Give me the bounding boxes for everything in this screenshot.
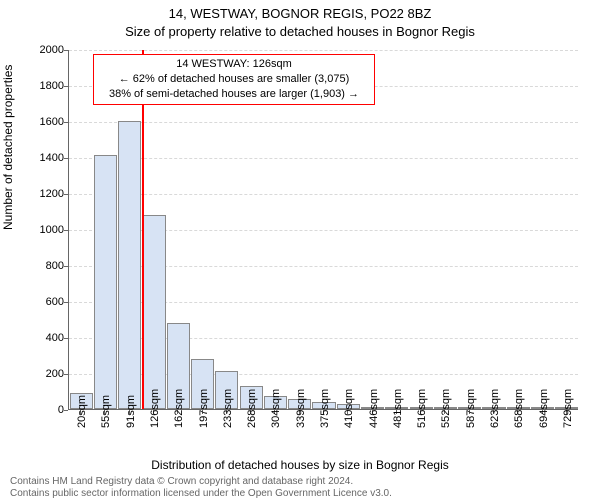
y-tick-mark	[64, 122, 68, 123]
x-tick-label: 587sqm	[465, 424, 477, 428]
annotation-box: 14 WESTWAY: 126sqm← 62% of detached hous…	[93, 54, 375, 105]
gridline	[69, 158, 578, 159]
y-tick-label: 1800	[24, 80, 64, 92]
y-tick-mark	[64, 50, 68, 51]
x-tick-label: 729sqm	[562, 424, 574, 428]
annotation-line-0: 14 WESTWAY: 126sqm	[100, 57, 368, 72]
x-tick-label: 481sqm	[392, 424, 404, 428]
x-tick-label: 268sqm	[246, 424, 258, 428]
x-tick-label: 375sqm	[319, 424, 331, 428]
y-tick-label: 0	[24, 404, 64, 416]
bar	[118, 121, 141, 409]
x-tick-label: 55sqm	[100, 424, 112, 428]
y-tick-label: 1600	[24, 116, 64, 128]
plot-area: 14 WESTWAY: 126sqm← 62% of detached hous…	[68, 50, 578, 410]
y-tick-label: 1400	[24, 152, 64, 164]
y-tick-mark	[64, 302, 68, 303]
y-tick-label: 600	[24, 296, 64, 308]
y-tick-label: 400	[24, 332, 64, 344]
annotation-line-2: 38% of semi-detached houses are larger (…	[100, 87, 368, 102]
y-tick-mark	[64, 230, 68, 231]
y-tick-label: 2000	[24, 44, 64, 56]
x-tick-label: 516sqm	[416, 424, 428, 428]
y-tick-mark	[64, 266, 68, 267]
x-tick-label: 694sqm	[538, 424, 550, 428]
y-tick-mark	[64, 158, 68, 159]
gridline	[69, 194, 578, 195]
y-tick-label: 1000	[24, 224, 64, 236]
x-tick-label: 552sqm	[440, 424, 452, 428]
chart-container: 14, WESTWAY, BOGNOR REGIS, PO22 8BZ Size…	[0, 0, 600, 500]
bar	[142, 215, 165, 409]
x-tick-label: 446sqm	[368, 424, 380, 428]
x-tick-label: 197sqm	[198, 424, 210, 428]
gridline	[69, 122, 578, 123]
y-axis-label: Number of detached properties	[1, 65, 15, 230]
y-tick-label: 800	[24, 260, 64, 272]
chart-title-line2: Size of property relative to detached ho…	[0, 24, 600, 39]
gridline	[69, 50, 578, 51]
y-tick-mark	[64, 410, 68, 411]
x-tick-label: 339sqm	[295, 424, 307, 428]
footnote-1: Contains HM Land Registry data © Crown c…	[10, 476, 353, 487]
x-tick-label: 126sqm	[149, 424, 161, 428]
x-tick-label: 233sqm	[222, 424, 234, 428]
x-tick-label: 410sqm	[343, 424, 355, 428]
footnote-2: Contains public sector information licen…	[10, 488, 392, 499]
y-tick-mark	[64, 338, 68, 339]
y-tick-label: 1200	[24, 188, 64, 200]
annotation-line-1: ← 62% of detached houses are smaller (3,…	[100, 72, 368, 87]
chart-title-line1: 14, WESTWAY, BOGNOR REGIS, PO22 8BZ	[0, 6, 600, 21]
x-tick-label: 91sqm	[125, 424, 137, 428]
y-tick-label: 200	[24, 368, 64, 380]
x-tick-label: 658sqm	[513, 424, 525, 428]
x-tick-label: 162sqm	[173, 424, 185, 428]
x-axis-label: Distribution of detached houses by size …	[0, 458, 600, 472]
x-tick-label: 304sqm	[270, 424, 282, 428]
x-tick-label: 623sqm	[489, 424, 501, 428]
x-tick-label: 20sqm	[76, 424, 88, 428]
y-tick-mark	[64, 86, 68, 87]
bar	[94, 155, 117, 409]
y-tick-mark	[64, 194, 68, 195]
y-tick-mark	[64, 374, 68, 375]
